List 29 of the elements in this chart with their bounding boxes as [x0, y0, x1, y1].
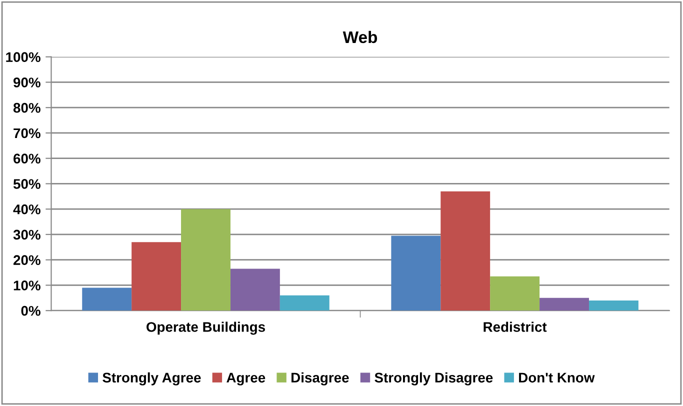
bar: [490, 276, 540, 311]
bar: [440, 191, 490, 311]
legend-label: Agree: [226, 372, 266, 386]
chart-title: Web: [342, 30, 378, 44]
y-tick-label: 40%: [13, 204, 40, 214]
legend-label: Disagree: [292, 372, 349, 386]
bar: [181, 209, 230, 311]
bar: [540, 298, 589, 311]
bar: [82, 288, 132, 311]
x-tick-label: Operate Buildings: [146, 322, 265, 335]
bar: [391, 236, 441, 311]
x-tick-label: Redistrict: [484, 322, 547, 332]
y-tick-label: 70%: [14, 128, 40, 138]
y-tick-label: 30%: [13, 230, 40, 240]
y-tick-label: 50%: [13, 179, 40, 189]
y-tick-label: 10%: [14, 280, 40, 290]
bar: [230, 268, 280, 311]
y-tick-label: 100%: [6, 52, 40, 62]
y-tick-label: 20%: [13, 255, 40, 266]
y-tick-label: 90%: [13, 78, 40, 88]
y-tick-label: 60%: [14, 154, 40, 164]
legend-label: Strongly Agree: [102, 372, 201, 386]
legend-label: Strongly Disagree: [374, 372, 493, 386]
bar: [280, 295, 330, 311]
bar: [588, 300, 638, 311]
y-tick-label: 80%: [13, 102, 40, 113]
bar: [132, 242, 182, 311]
legend-label: Don't Know: [519, 372, 595, 383]
y-tick-label: 0%: [21, 306, 40, 316]
